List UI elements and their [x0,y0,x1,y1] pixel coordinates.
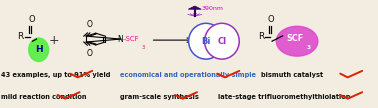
Text: –SCF: –SCF [123,36,139,42]
Text: bismuth catalyst: bismuth catalyst [261,72,323,78]
Text: Bi: Bi [201,37,211,46]
Text: 3: 3 [141,45,145,50]
Text: O: O [28,15,35,24]
Text: economical and operationally simple: economical and operationally simple [120,72,256,78]
Ellipse shape [276,26,318,56]
Text: O: O [87,49,93,59]
Text: O: O [268,15,274,24]
Text: N: N [118,35,124,44]
Text: 390nm: 390nm [201,6,223,11]
Ellipse shape [29,38,49,61]
Text: O: O [87,20,93,29]
Text: R: R [17,32,24,41]
Text: Cl: Cl [217,37,226,46]
Polygon shape [188,6,201,9]
Text: 43 examples, up to 91% yield: 43 examples, up to 91% yield [2,72,111,78]
Text: R: R [258,32,264,41]
Text: SCF: SCF [287,34,304,43]
Text: +: + [49,34,59,47]
Text: H: H [35,45,42,54]
Text: mild reaction condition: mild reaction condition [2,94,87,100]
Ellipse shape [204,23,239,59]
Text: late-stage trifluoromethylthiolation: late-stage trifluoromethylthiolation [218,94,350,100]
Text: 3: 3 [307,45,311,50]
Text: gram-scale synthesis: gram-scale synthesis [120,94,199,100]
Ellipse shape [189,23,223,59]
